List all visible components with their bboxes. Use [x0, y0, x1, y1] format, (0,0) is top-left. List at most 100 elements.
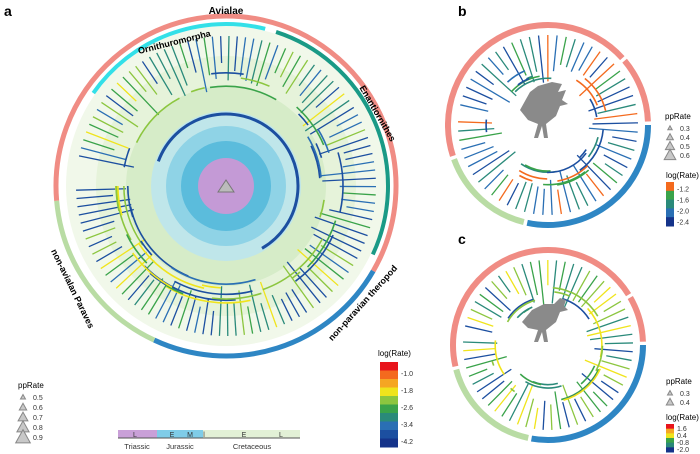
tree-branch [470, 78, 511, 103]
clade-ring [451, 158, 525, 225]
tree-branch [478, 151, 516, 183]
tree-branch [559, 171, 572, 213]
panel-letter-a: a [4, 3, 12, 19]
tree-branch [234, 36, 238, 72]
tree-branch [498, 178, 514, 201]
tree-branch [519, 373, 542, 386]
pprate-triangle-icon [19, 393, 27, 400]
tree-branch [463, 347, 495, 352]
tree-branch [603, 154, 628, 169]
tree-branch [135, 65, 158, 95]
tree-branch [481, 63, 517, 97]
colorbar-segment [666, 447, 674, 453]
colorbar-segment [666, 428, 674, 434]
tree-branch [533, 407, 539, 430]
pprate-legend-a: ppRate 0.5 0.6 0.7 0.8 0.9 [14, 381, 44, 444]
colorbar-segment [380, 430, 398, 439]
tree-branch [562, 297, 590, 320]
tree-branch [494, 340, 505, 376]
pprate-triangle-icon [663, 148, 677, 161]
tree-branch [85, 227, 116, 240]
tree-branch [336, 114, 359, 127]
tree-branch [306, 220, 337, 268]
tree-branch [516, 385, 533, 425]
tree-branch [304, 248, 344, 280]
tree-branch [463, 341, 498, 344]
tree-branch [329, 121, 362, 138]
tree-branch [285, 292, 301, 318]
tree-branch [300, 80, 334, 114]
epoch-label: E [170, 432, 175, 439]
tree-branch [595, 345, 604, 372]
clade-ring [445, 22, 625, 157]
tree-branch [115, 253, 153, 289]
tree-branch [589, 56, 608, 78]
tree-branch [472, 372, 494, 385]
epoch-label: E [242, 432, 247, 439]
tree-branch [227, 36, 230, 81]
tree-branch [343, 144, 371, 154]
tree-branch [147, 284, 167, 315]
tree-branch [105, 254, 134, 276]
tree-branch [134, 279, 155, 306]
tree-branch [319, 199, 325, 218]
tree-branch [589, 333, 633, 341]
tree-branch [465, 355, 507, 369]
tree-branch [264, 45, 279, 80]
rate-legend-title: log(Rate) [666, 413, 699, 422]
tree-branch [547, 152, 587, 174]
clade-ring [627, 296, 646, 342]
tree-branch [554, 391, 562, 430]
colorbar-tick: -2.0 [677, 447, 689, 454]
tree-branch [296, 106, 325, 146]
period-bar [203, 430, 300, 438]
tree-branch [576, 154, 612, 191]
tree-branch [250, 40, 263, 84]
panel-c [450, 247, 646, 443]
tree-branch [474, 301, 502, 318]
tree-branch [96, 246, 123, 263]
clade-rings-a [53, 13, 399, 359]
tree-branch [567, 374, 598, 400]
tree-branch [513, 266, 527, 296]
tree-branch [80, 147, 127, 161]
tree-branch [592, 162, 618, 184]
tree-branch [337, 152, 344, 213]
tree-branch [597, 86, 630, 103]
pprate-legend-b: ppRate 0.3 0.4 0.5 0.6 [663, 112, 691, 161]
tree-branch [603, 300, 622, 313]
tree-branch [156, 52, 171, 80]
clade-ring [453, 368, 529, 441]
colorbar-tick: -1.6 [677, 198, 689, 205]
tree-branch [484, 287, 511, 312]
phylogeny-tree-c [463, 259, 633, 430]
colorbar-segment [380, 421, 398, 431]
tree-branch [163, 49, 186, 97]
tree-branch [600, 380, 619, 394]
pprate-value: 0.6 [33, 405, 43, 412]
tree-branch [310, 145, 321, 179]
epoch-label: l [203, 432, 205, 439]
pprate-triangle-icon [17, 411, 29, 422]
tree-branch [579, 129, 604, 171]
tree-branch [525, 398, 535, 428]
tree-branch [491, 360, 495, 366]
tree-branch [282, 265, 315, 309]
tree-branch [299, 267, 327, 298]
colorbar-segment [380, 370, 398, 380]
tree-branch [83, 139, 115, 151]
tree-branch [170, 296, 183, 326]
colorbar-tick: -2.0 [677, 209, 689, 216]
tree-branch [481, 380, 505, 400]
pprate-triangle-icon [666, 389, 674, 396]
pprate-value: 0.7 [33, 415, 43, 422]
tree-branch [585, 173, 605, 197]
tree-branch [105, 95, 134, 117]
tree-branch [179, 43, 189, 69]
tree-branch [594, 112, 638, 120]
tree-branch [459, 132, 502, 141]
tree-branch [582, 51, 601, 76]
tree-branch [326, 129, 366, 146]
tree-branch [518, 174, 533, 182]
tree-branch [528, 36, 538, 72]
